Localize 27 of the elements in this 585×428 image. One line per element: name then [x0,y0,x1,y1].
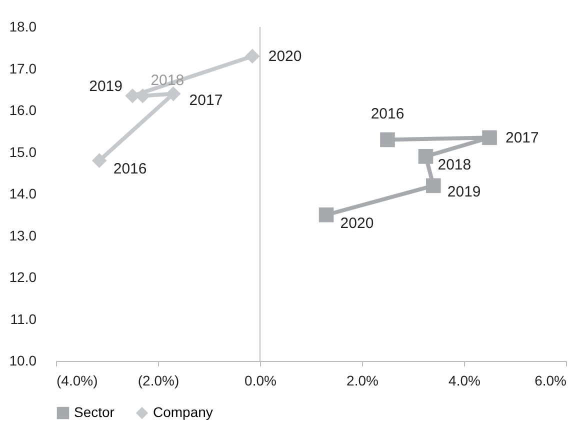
y-tick-label: 18.0 [9,18,37,34]
annotation: 2020 [268,48,302,66]
y-tick-label: 13.0 [9,227,37,244]
annotation: 2020 [340,214,374,232]
annotation: 2017 [189,92,223,109]
annotation: 2016 [370,106,404,123]
y-tick-label: 14.0 [9,186,37,202]
annotation: 2019 [89,78,122,95]
legend-label: Sector [74,404,115,420]
annotation: 2018 [438,156,472,174]
y-tick-label: 16.0 [9,102,37,118]
y-tick-label: 10.0 [9,352,37,368]
y-tick-label: 11.0 [10,310,37,327]
annotation: 2018 [150,72,184,89]
y-tick-label: 17.0 [9,60,37,76]
x-tick-label: (2.0%) [138,372,180,388]
x-tick-label: 0.0% [244,372,276,388]
annotation: 2019 [447,184,481,201]
annotation: 2017 [506,130,539,147]
annotation: 2016 [113,160,147,178]
x-tick-label: (4.0%) [56,372,98,388]
y-tick-label: 15.0 [9,144,37,160]
x-tick-label: 2.0% [346,372,378,388]
x-tick-label: 6.0% [534,372,566,388]
y-tick-label: 12.0 [9,269,37,285]
legend-label: Company [153,404,213,420]
x-tick-label: 4.0% [448,372,480,388]
